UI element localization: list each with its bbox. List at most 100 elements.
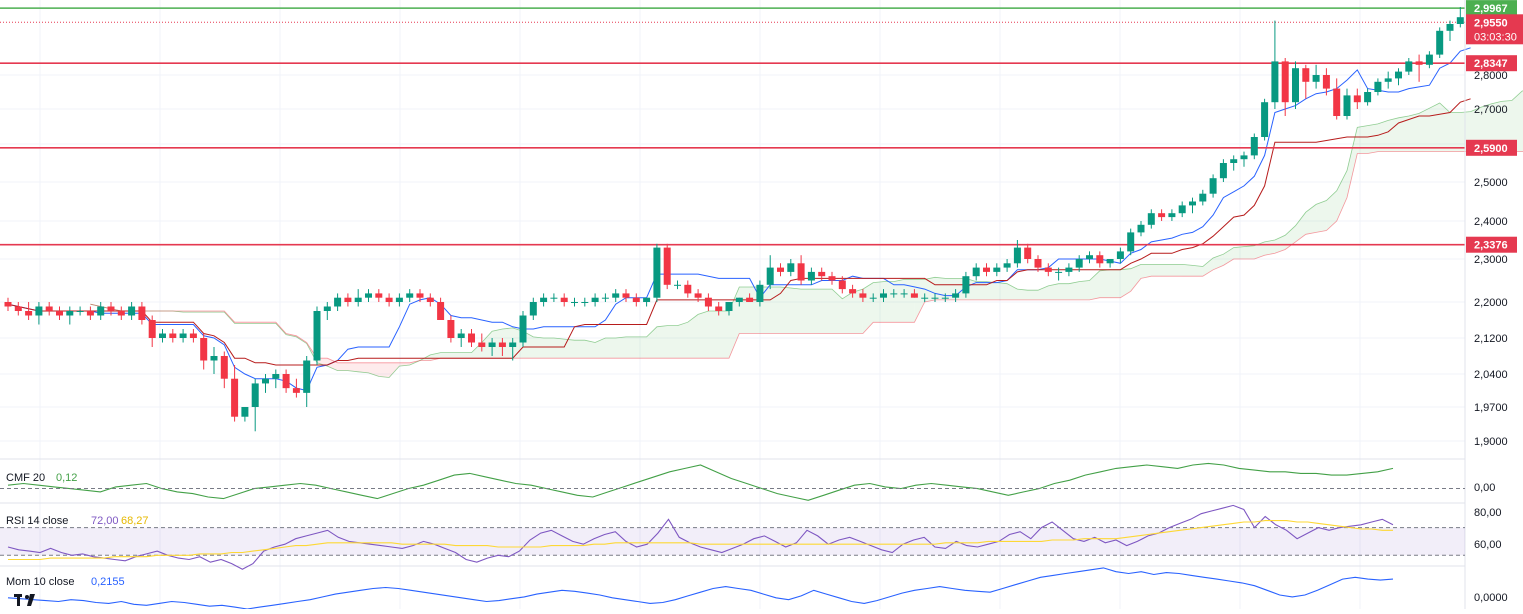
senkou-span-b xyxy=(90,151,1523,364)
candle-body xyxy=(807,271,815,281)
cloud-segment xyxy=(358,362,369,373)
candle-body xyxy=(509,342,517,347)
candle-body xyxy=(457,333,465,338)
cloud-segment xyxy=(1450,112,1461,152)
horizontal-levels[interactable] xyxy=(0,7,1465,246)
candle-body xyxy=(1034,259,1042,268)
candle-body xyxy=(1003,263,1011,268)
price-tick-label: 2,2000 xyxy=(1474,297,1508,309)
candle-body xyxy=(498,342,506,347)
mom-tick-0: 0,0000 xyxy=(1474,592,1508,604)
price-tick-label: 2,4000 xyxy=(1474,216,1508,228)
candle-body xyxy=(1374,81,1382,92)
cloud-segment xyxy=(533,336,544,359)
rsi-title[interactable]: RSI 14 close xyxy=(6,515,68,527)
candle-body xyxy=(859,293,867,298)
candle-body xyxy=(540,297,548,302)
cloud-segment xyxy=(1480,103,1492,152)
level-label: 2,5900 xyxy=(1474,143,1508,155)
candle-body xyxy=(1075,259,1083,268)
mom-title[interactable]: Mom 10 close xyxy=(6,576,74,588)
cloud-segment xyxy=(450,352,462,359)
candle-body xyxy=(1024,247,1032,259)
cloud-segment xyxy=(1192,265,1203,277)
candle-body xyxy=(138,306,146,320)
candle-body xyxy=(756,284,764,302)
cloud-segment xyxy=(389,362,400,378)
candle-body xyxy=(323,306,331,311)
candle-body xyxy=(1384,78,1392,82)
candle-body xyxy=(777,267,784,272)
cmf-tick-0: 0,00 xyxy=(1474,482,1495,494)
cloud-segment xyxy=(368,362,379,377)
candle-body xyxy=(1230,159,1238,163)
candle-body xyxy=(910,293,918,298)
candle-body xyxy=(426,297,434,302)
cloud-segment xyxy=(1295,212,1306,242)
cloud-segment xyxy=(1377,120,1389,152)
candle-body xyxy=(468,333,475,343)
candle-body xyxy=(262,378,269,384)
candle-body xyxy=(962,276,970,294)
cloud-segment xyxy=(667,325,678,359)
candle-body xyxy=(1302,68,1310,82)
candle-body xyxy=(849,289,857,294)
level-label: 2,8347 xyxy=(1474,58,1508,70)
last-price-badge xyxy=(1466,14,1523,45)
cloud-segment xyxy=(492,329,503,359)
candle-body xyxy=(550,297,558,299)
cloud-segment xyxy=(656,325,668,359)
price-tick-label: 2,5000 xyxy=(1474,177,1508,189)
candle-body xyxy=(241,407,249,417)
candle-body xyxy=(86,311,94,316)
cloud-segment xyxy=(1171,264,1183,277)
candle-body xyxy=(272,374,280,379)
candle-body xyxy=(56,311,63,316)
cloud-segment xyxy=(1511,91,1523,152)
cloud-segment xyxy=(1388,117,1399,152)
candle-body xyxy=(1209,178,1217,194)
candle-body xyxy=(97,306,105,316)
cloud-segment xyxy=(976,281,987,300)
candle-body xyxy=(231,378,239,417)
cloud-segment xyxy=(1233,246,1244,259)
candle-body xyxy=(1364,92,1372,103)
candle-body xyxy=(169,333,177,338)
candle-body xyxy=(416,293,424,298)
cloud-segment xyxy=(1419,108,1430,152)
cloud-segment xyxy=(1048,283,1059,300)
rsi-pane xyxy=(0,504,1465,570)
candle-body xyxy=(210,356,218,361)
last-price-label: 2,9550 xyxy=(1474,17,1508,29)
candle-body xyxy=(818,271,826,277)
candle-body xyxy=(1343,95,1351,116)
candle-body xyxy=(797,263,805,281)
candle-body xyxy=(674,284,681,286)
cloud-segment xyxy=(883,281,894,323)
cloud-segment xyxy=(729,286,740,359)
cloud-segment xyxy=(1213,254,1224,270)
cmf-title[interactable]: CMF 20 xyxy=(6,472,45,484)
candle-body xyxy=(117,311,125,316)
candle-body xyxy=(488,342,496,347)
cmf-line xyxy=(7,462,1394,501)
cloud-segment xyxy=(708,311,719,359)
cloud-segment xyxy=(1182,264,1193,277)
rsi-ma-value: 68,27 xyxy=(121,515,149,527)
cloud-segment xyxy=(327,358,338,371)
candle-body xyxy=(1219,163,1227,179)
tradingview-logo-icon[interactable] xyxy=(14,594,35,606)
cloud-segment xyxy=(1058,283,1069,300)
cloud-segment xyxy=(1491,101,1502,152)
candle-body xyxy=(1044,267,1052,272)
cloud-segment xyxy=(1099,269,1111,298)
cloud-segment xyxy=(1120,268,1131,298)
candle-body xyxy=(900,293,908,295)
cloud-segment xyxy=(718,311,729,359)
candle-body xyxy=(622,293,630,298)
rsi-tick-60: 60,00 xyxy=(1474,539,1502,551)
candle-body xyxy=(1065,267,1073,272)
candle-body xyxy=(519,315,527,343)
price-tick-label: 2,8000 xyxy=(1474,70,1508,82)
